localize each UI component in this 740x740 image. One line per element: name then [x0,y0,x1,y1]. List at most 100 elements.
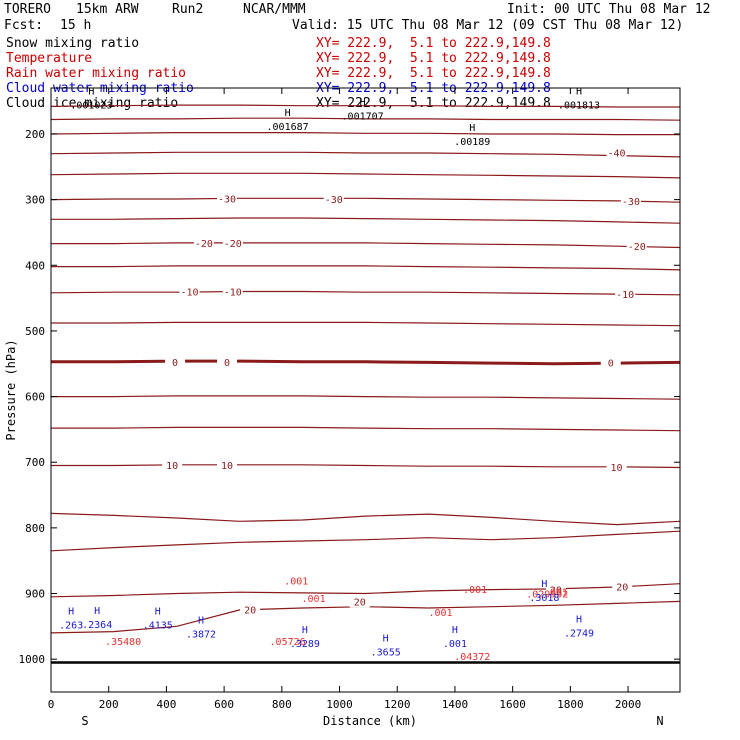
header-org: NCAR/MMM [243,2,306,17]
temperature-isotherm [51,395,681,400]
temperature-label-bg [606,460,627,473]
cloud-water-label: .263 [59,620,83,631]
cloud-water-label: .3655 [371,647,401,658]
temperature-label: 20 [244,605,256,616]
cloud-water-label: .2364 [82,620,112,631]
cloud-water-label: .001 [443,639,467,650]
temperature-label: 20 [354,597,366,608]
temperature-label: -20 [628,242,646,253]
cloud-water-max-marker: H [302,625,308,636]
header-init: Init: 00 UTC Thu 08 Mar 12 [507,2,711,17]
temperature-label: -40 [607,148,625,159]
temperature-label-bg [349,595,370,608]
field-xy-cloud-ice: XY= 222.9, 5.1 to 222.9,149.8 [316,96,551,111]
x-tick-label: 1600 [499,698,526,711]
snow-max-label: .00189 [454,137,490,148]
temperature-isotherm [51,242,681,249]
field-xy-temperature: XY= 222.9, 5.1 to 222.9,149.8 [316,51,551,66]
x-end-label-left: S [81,714,88,728]
temperature-isotherm [50,290,681,296]
x-tick-label: 2000 [615,698,642,711]
y-tick-label: 600 [25,391,45,404]
temperature-label: 0 [224,358,230,369]
temperature-isotherm [50,172,681,179]
temperature-label: 10 [166,461,178,472]
cloud-water-label: .3018 [529,593,559,604]
temperature-isotherm [50,512,681,526]
field-name-rain: Rain water mixing ratio [6,66,187,81]
temperature-label: 10 [221,461,233,472]
x-tick-label: 400 [156,698,176,711]
x-tick-label: 1000 [326,698,353,711]
header-valid: Valid: 15 UTC Thu 08 Mar 12 (09 CST Thu … [292,18,684,33]
temperature-label-bg [217,458,238,471]
temperature-label: 10 [610,463,622,474]
cloud-water-max-marker: H [383,633,389,644]
x-tick-label: 200 [99,698,119,711]
temperature-label: -20 [195,239,213,250]
field-name-temperature: Temperature [6,51,93,66]
temperature-label-bg [600,356,621,369]
temperature-label: 20 [550,586,562,597]
temperature-label-bg [162,458,183,471]
cloud-water-label: .2749 [564,628,594,639]
x-tick-label: 1800 [557,698,584,711]
temperature-label-bg [165,355,186,368]
snow-max-marker: H [360,98,366,109]
rain-label: .35480 [105,637,141,648]
cloud-water-max-marker: H [68,606,74,617]
temperature-label-bg [323,192,344,205]
cloud-water-max-marker: H [155,606,161,617]
snow-max-marker: H [469,123,475,134]
temperature-label-bg [620,194,641,207]
temperature-isotherm [51,359,681,366]
rain-label: .029992 [526,590,568,601]
temperature-label: -10 [180,288,198,299]
temperature-label-bg [240,603,261,616]
rain-label: .001 [428,608,452,619]
temperature-label: -30 [622,197,640,208]
cloud-water-max-marker: H [541,579,547,590]
temperature-isotherm [51,464,681,469]
x-axis-title: Distance (km) [323,714,417,728]
temperature-label-bg [612,580,633,593]
plot-layer: -40 -30 -30 -30 -20 -20 -20 -10 -10 -10 0 0 0 10 10 10 2… [50,86,681,664]
field-name-cloud-ice: Cloud ice mixing ratio [6,96,179,111]
snow-max-marker: H [285,108,291,119]
temperature-isotherm [50,151,681,158]
cloud-water-max-marker: H [452,625,458,636]
header-fcst-label: Fcst: [4,18,44,33]
field-xy-snow: XY= 222.9, 5.1 to 222.9,149.8 [316,36,551,51]
x-tick-label: 600 [214,698,234,711]
temperature-label-bg [626,240,647,253]
temperature-label: 0 [172,358,178,369]
temperature-label: -10 [616,290,634,301]
header-fcst-value: 15 h [60,18,92,33]
snow-max-label: .001687 [267,122,309,133]
y-tick-label: 800 [25,522,45,535]
header-resolution: 15km ARW [76,2,139,17]
x-tick-label: 1200 [384,698,411,711]
temperature-isotherm [50,117,681,121]
cloud-water-max-marker: H [576,614,582,625]
temperature-label-bg [222,236,243,249]
y-tick-label: 400 [25,259,45,272]
snow-max-marker: H [576,86,582,97]
rain-label: .001 [463,585,487,596]
x-end-label-right: N [656,714,663,728]
axis-layer: 0 200 400 600 800 1000 1200 1400 1600 1800 2000200… [19,88,680,711]
rain-label: .04372 [454,652,490,663]
y-tick-label: 900 [25,588,45,601]
snow-max-label: .001023 [70,100,112,111]
temperature-label: -20 [224,239,242,250]
snow-max-label: .001813 [558,100,600,111]
y-tick-label: 300 [25,194,45,207]
temperature-label-bg [615,288,636,301]
rain-label: .05726 [270,637,306,648]
temperature-label-bg [217,355,238,368]
temperature-isotherm [51,426,681,432]
temperature-label: -30 [218,194,236,205]
temperature-isotherm [50,132,680,136]
temperature-isotherm [50,104,680,108]
